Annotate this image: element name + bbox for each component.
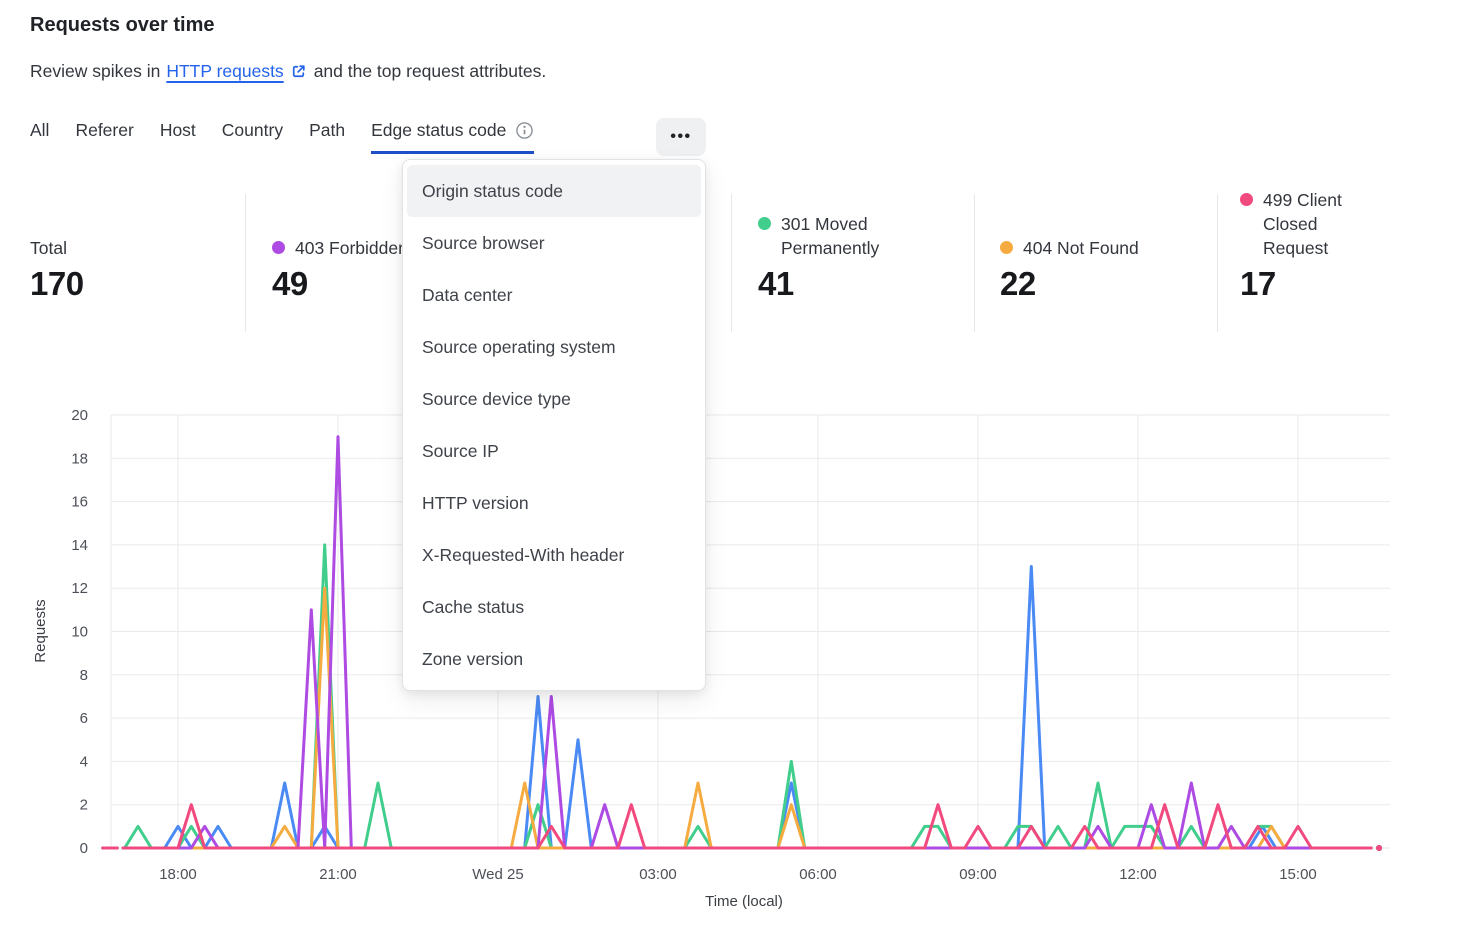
series-301-moved-permanently [121,543,1373,850]
tab-all[interactable]: All [30,120,50,140]
stat-301-label: 301 Moved Permanently [781,214,880,258]
stat-total-label: Total [30,238,67,258]
x-tick-label: 12:00 [1119,866,1157,883]
legend-dot-403 [272,241,285,254]
tab-host[interactable]: Host [159,120,196,140]
more-attributes-button[interactable]: ••• [656,118,706,156]
stat-499-value: 17 [1240,265,1276,302]
stat-403-value: 49 [272,265,308,302]
y-tick-label: 4 [80,753,88,770]
menu-item-source-device-type[interactable]: Source device type [422,389,571,409]
stat-divider [1217,194,1218,332]
y-tick-label: 2 [80,797,88,814]
subtitle-prefix: Review spikes in [30,61,161,81]
y-tick-label: 16 [71,494,88,511]
stat-403-label: 403 Forbidden [295,238,408,258]
page-subtitle: Review spikes in HTTP requests and the t… [30,61,546,82]
tab-referer[interactable]: Referer [75,120,134,140]
menu-item-origin-status-code[interactable]: Origin status code [407,165,701,217]
stat-301-value: 41 [758,265,794,302]
stat-499-client-closed-request: 499 Client Closed Request 17 [1240,190,1380,303]
tab-edge-status-code-label: Edge status code [371,120,507,140]
stat-499-label: 499 Client Closed Request [1263,190,1342,258]
y-tick-label: 0 [80,840,88,857]
menu-item-zone-version[interactable]: Zone version [422,649,524,669]
x-tick-label: 03:00 [639,866,677,883]
y-axis-title: Requests [32,599,49,662]
stat-divider [731,194,732,332]
y-tick-label: 10 [71,624,88,641]
x-axis-title: Time (local) [705,893,783,910]
y-tick-label: 6 [80,710,88,727]
menu-item-source-browser[interactable]: Source browser [422,233,545,253]
series-end-dot-499-client-closed-request [1376,845,1383,851]
stat-403-forbidden: 403 Forbidden 49 [272,196,442,303]
attribute-tabs: All Referer Host Country Path Edge statu… [30,120,535,154]
stat-divider [974,194,975,332]
menu-item-data-center[interactable]: Data center [422,285,513,305]
stat-301-moved-permanently: 301 Moved Permanently 41 [758,196,888,303]
menu-item-cache-status[interactable]: Cache status [422,597,525,617]
y-tick-label: 20 [71,407,88,424]
stat-404-value: 22 [1000,265,1036,302]
page-title: Requests over time [30,14,215,36]
menu-item-source-operating-system[interactable]: Source operating system [422,337,616,357]
y-tick-label: 12 [71,580,88,597]
y-tick-label: 18 [71,450,88,467]
info-icon[interactable] [515,121,534,140]
x-tick-label: 21:00 [319,866,357,883]
x-tick-label: 15:00 [1279,866,1317,883]
legend-dot-499 [1240,193,1253,206]
tab-edge-status-code[interactable]: Edge status code [371,120,535,154]
legend-dot-404 [1000,241,1013,254]
series-499-client-closed-request [121,803,1373,850]
series-unknown-label-hidden-behind-menu [121,565,1373,850]
x-tick-label: Wed 25 [472,866,523,883]
http-requests-link[interactable]: HTTP requests [166,61,284,81]
stat-404-label: 404 Not Found [1023,238,1139,258]
y-tick-label: 8 [80,667,88,684]
stat-404-not-found: 404 Not Found 22 [1000,196,1190,303]
x-tick-label: 06:00 [799,866,837,883]
stat-total: Total 170 [30,196,200,303]
x-tick-label: 09:00 [959,866,997,883]
menu-item-x-requested-with-header[interactable]: X-Requested-With header [422,545,625,565]
x-tick-label: 18:00 [159,866,197,883]
menu-item-source-ip[interactable]: Source IP [422,441,499,461]
menu-item-http-version[interactable]: HTTP version [422,493,529,513]
y-tick-label: 14 [71,537,88,554]
stat-total-value: 170 [30,265,84,302]
external-link-icon [292,65,305,78]
subtitle-suffix: and the top request attributes. [313,61,547,81]
series-403-forbidden [121,435,1373,850]
stat-divider [245,194,246,332]
legend-dot-301 [758,217,771,230]
attribute-dropdown-menu: Origin status code Source browser Data c… [402,159,706,691]
tab-country[interactable]: Country [221,120,284,140]
tab-path[interactable]: Path [309,120,346,140]
